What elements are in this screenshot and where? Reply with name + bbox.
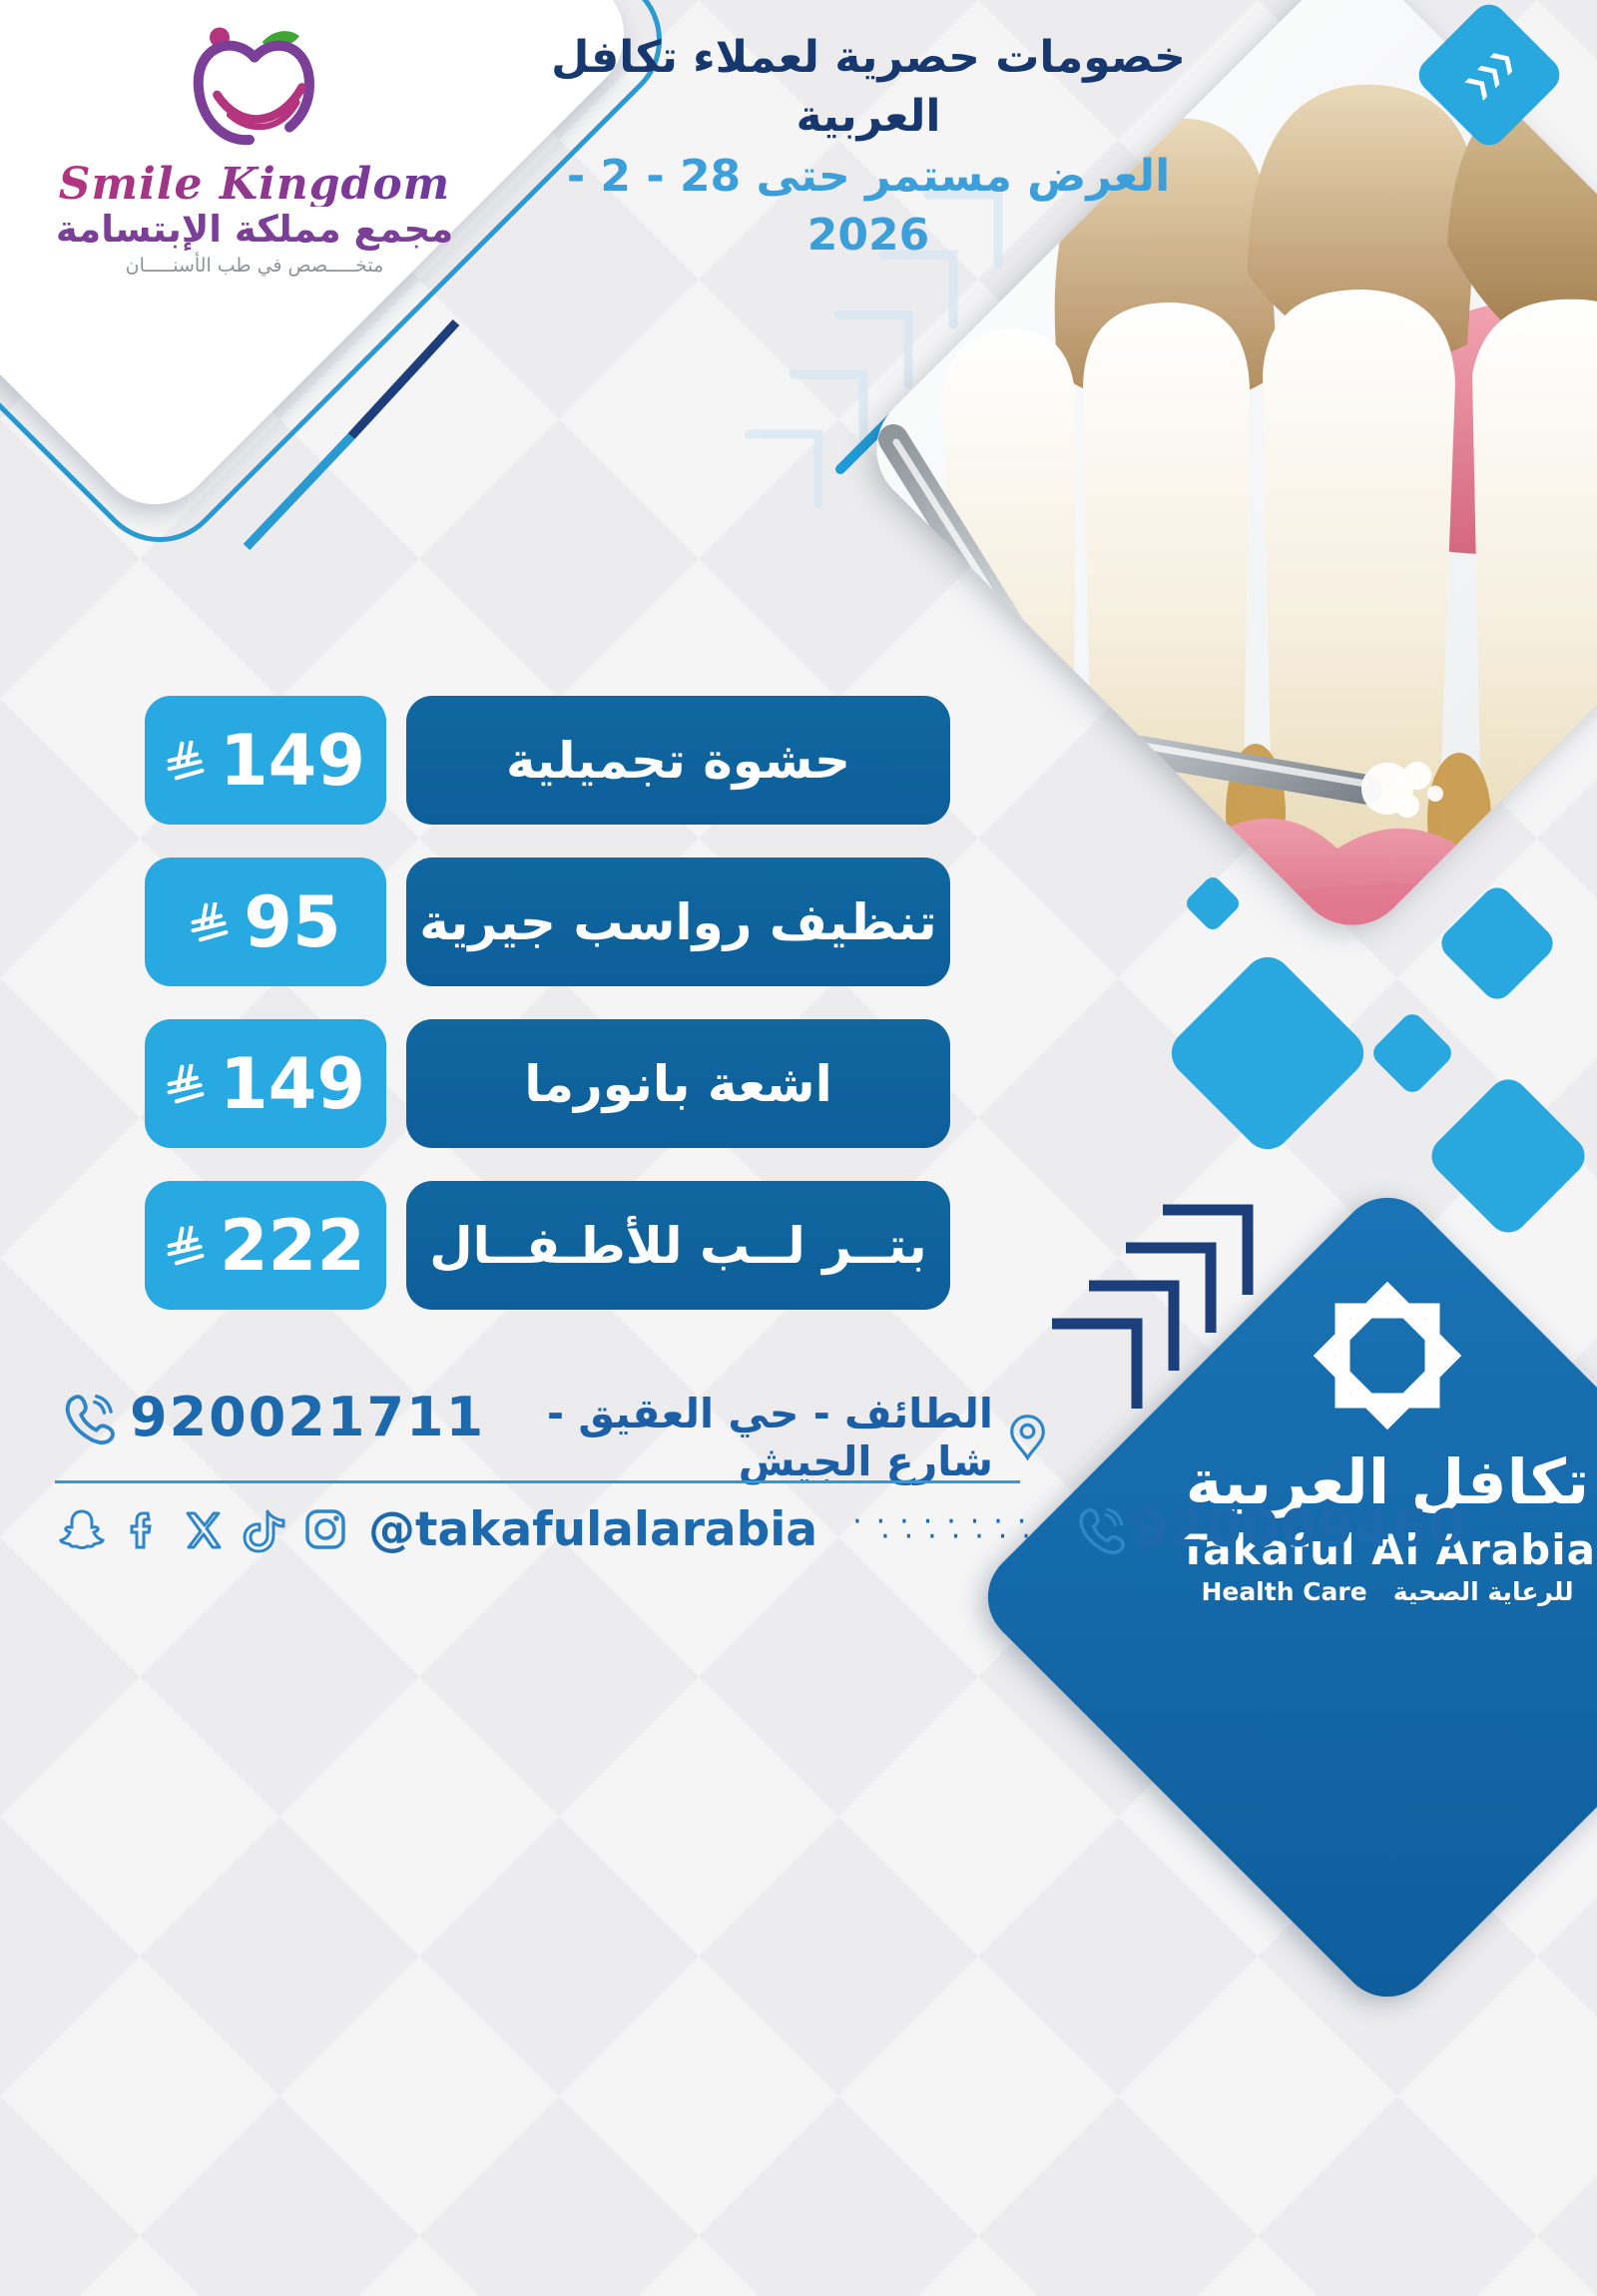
- price-badge: 149: [145, 696, 386, 825]
- price-value: 222: [219, 1204, 366, 1287]
- primary-phone-number: 920021711: [130, 1386, 486, 1448]
- service-label: تنظيف رواسب جيرية: [406, 858, 950, 986]
- primary-phone[interactable]: 920021711: [58, 1386, 485, 1448]
- price-badge: 149: [145, 1019, 386, 1148]
- footer-divider: [55, 1480, 1020, 1483]
- deco-diamond-small: [1183, 873, 1243, 933]
- saudi-riyal-icon: [191, 901, 229, 941]
- price-row: 149 اشعة بانورما: [145, 1019, 953, 1148]
- dotted-separator: ········ ·······: [852, 1504, 1045, 1554]
- partner-sub-ar: للرعاية الصحية: [1392, 1577, 1574, 1606]
- price-value: 95: [244, 880, 341, 963]
- instagram-icon[interactable]: [301, 1505, 349, 1553]
- clinic-name-ar: مجمع مملكة الإبتسامة: [55, 208, 454, 251]
- offer-heading: خصومات حصرية لعملاء تكافل العربية العرض …: [539, 28, 1198, 266]
- price-badge: 95: [145, 858, 386, 986]
- deco-diamond-medium: [1434, 880, 1560, 1006]
- price-value: 149: [219, 719, 366, 802]
- price-value: 149: [219, 1042, 366, 1125]
- service-label: بتــر لــب للأطـفــال: [406, 1181, 950, 1310]
- triple-chevron-icon: ❯❯❯: [1459, 45, 1519, 105]
- price-row: 95 تنظيف رواسب جيرية: [145, 858, 953, 986]
- offer-heading-line2: العرض مستمر حتى 28 - 2 - 2026: [566, 150, 1171, 262]
- price-badge: 222: [145, 1181, 386, 1310]
- clinic-address: الطائف - حي العقيق - شارع الجيش: [429, 1390, 1048, 1485]
- location-pin-icon: [1010, 1415, 1045, 1461]
- clinic-logo: Smile Kingdom مجمع مملكة الإبتسامة متخــ…: [55, 25, 454, 344]
- phone-icon: [1079, 1507, 1125, 1555]
- facebook-icon[interactable]: [119, 1505, 167, 1553]
- deco-diamond-small-2: [1368, 1009, 1456, 1097]
- tiktok-icon[interactable]: [241, 1505, 288, 1553]
- apple-smile-icon: [193, 27, 315, 146]
- price-row: 149 حشوة تجميلية: [145, 696, 953, 825]
- deco-diamond-large: [1161, 946, 1374, 1160]
- address-text: الطائف - حي العقيق - شارع الجيش: [547, 1390, 993, 1485]
- partner-sub-en: Health Care: [1201, 1577, 1367, 1606]
- secondary-phone[interactable]: 920009460: [1072, 1499, 1466, 1559]
- clinic-name-en: Smile Kingdom: [55, 163, 454, 207]
- snapchat-icon[interactable]: [58, 1505, 106, 1553]
- phone-icon: [65, 1394, 115, 1444]
- price-list: 149 حشوة تجميلية 95 تنظيف رواسب جيرية 14…: [145, 696, 953, 1343]
- saudi-riyal-icon: [167, 740, 205, 780]
- partner-diamond: تكافل العربية Takaful Al Arabia Health C…: [967, 1177, 1597, 2017]
- service-label: اشعة بانورما: [406, 1019, 950, 1148]
- x-icon[interactable]: [180, 1505, 228, 1553]
- saudi-riyal-icon: [167, 1063, 205, 1103]
- social-row: @takafulalarabia ········ ······· 920009…: [58, 1499, 1466, 1559]
- price-row: 222 بتــر لــب للأطـفــال: [145, 1181, 953, 1310]
- offer-heading-line1: خصومات حصرية لعملاء تكافل العربية: [551, 32, 1186, 143]
- service-label: حشوة تجميلية: [406, 696, 950, 825]
- social-handle[interactable]: @takafulalarabia: [368, 1501, 818, 1557]
- deco-diamond-medium-2: [1423, 1071, 1593, 1241]
- clinic-tagline: متخـــــصص في طب الأسنـــــان: [125, 255, 384, 278]
- secondary-phone-number: 920009460: [1131, 1499, 1466, 1559]
- takaful-logo-icon: [1313, 1281, 1462, 1431]
- promo-poster: { "clinic": { "name_en": "Smile Kingdom"…: [0, 0, 1597, 2017]
- saudi-riyal-icon: [167, 1225, 205, 1265]
